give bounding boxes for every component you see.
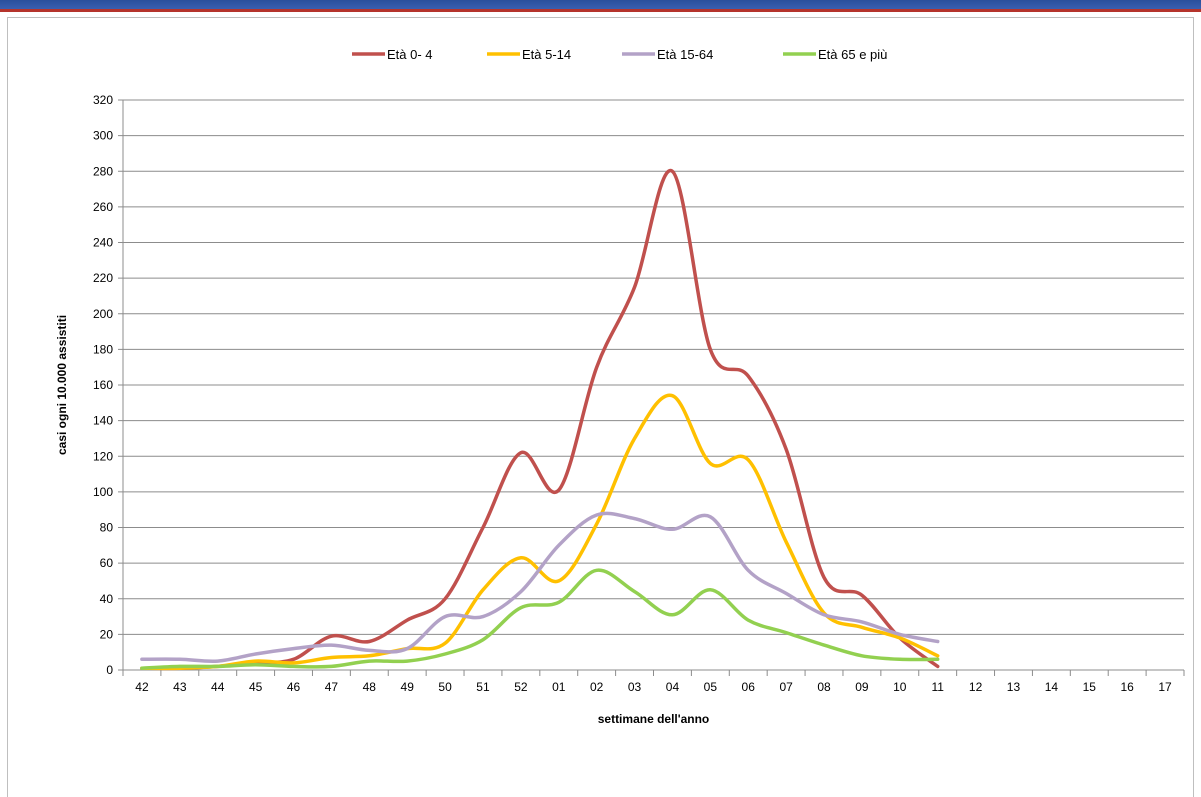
x-tick-label: 43 xyxy=(173,680,187,694)
series-lines xyxy=(140,168,940,671)
x-tick-label: 52 xyxy=(514,680,528,694)
x-tick-label: 12 xyxy=(969,680,983,694)
x-tick-label: 06 xyxy=(742,680,756,694)
x-tick-label: 01 xyxy=(552,680,566,694)
x-tick-label: 09 xyxy=(855,680,869,694)
x-tick-label: 07 xyxy=(779,680,793,694)
header-band xyxy=(0,0,1201,9)
y-tick-label: 0 xyxy=(106,663,113,677)
y-tick-label: 60 xyxy=(100,556,114,570)
x-tick-label: 46 xyxy=(287,680,301,694)
y-tick-label: 300 xyxy=(93,129,113,143)
legend-label: Età 65 e più xyxy=(818,47,887,62)
x-tick-label: 04 xyxy=(666,680,680,694)
x-tick-label: 47 xyxy=(325,680,339,694)
x-tick-label: 11 xyxy=(931,680,944,694)
x-tick-label: 50 xyxy=(438,680,452,694)
y-tick-label: 20 xyxy=(100,627,114,641)
x-tick-label: 44 xyxy=(211,680,225,694)
legend-label: Età 0- 4 xyxy=(387,47,433,62)
y-tick-label: 120 xyxy=(93,449,113,463)
series-line-4 xyxy=(140,568,940,670)
y-tick-label: 160 xyxy=(93,378,113,392)
y-tick-label: 180 xyxy=(93,342,113,356)
legend-label: Età 5-14 xyxy=(522,47,571,62)
header-accent-line xyxy=(0,9,1201,12)
x-tick-label: 05 xyxy=(704,680,718,694)
y-tick-label: 40 xyxy=(100,592,114,606)
x-tick-label: 49 xyxy=(401,680,415,694)
x-tick-label: 48 xyxy=(363,680,377,694)
y-tick-label: 80 xyxy=(100,521,114,535)
x-tick-label: 03 xyxy=(628,680,642,694)
y-tick-label: 200 xyxy=(93,307,113,321)
x-tick-label: 02 xyxy=(590,680,604,694)
x-tick-label: 45 xyxy=(249,680,263,694)
x-tick-label: 16 xyxy=(1120,680,1134,694)
x-tick-label: 08 xyxy=(817,680,831,694)
x-tick-label: 13 xyxy=(1007,680,1021,694)
x-axis-title: settimane dell'anno xyxy=(598,712,710,726)
x-tick-label: 15 xyxy=(1083,680,1097,694)
y-tick-label: 280 xyxy=(93,164,113,178)
x-tick-label: 42 xyxy=(135,680,149,694)
y-tick-label: 260 xyxy=(93,200,113,214)
series-line-3 xyxy=(140,511,940,664)
y-tick-label: 100 xyxy=(93,485,113,499)
series-line-1 xyxy=(140,168,940,671)
gridlines xyxy=(123,99,1184,635)
y-tick-label: 140 xyxy=(93,414,113,428)
x-tick-label: 14 xyxy=(1045,680,1059,694)
y-axis-ticks: 0 20 40 60 80 100 120 140 160 180 200 220 240 260 280 3… xyxy=(93,93,123,677)
legend: Età 0- 4 Età 5-14 Età 15-64 Età 65 e più xyxy=(352,47,887,62)
chart-frame xyxy=(7,17,1194,797)
y-tick-label: 240 xyxy=(93,236,113,250)
series-line-2 xyxy=(140,393,940,671)
y-tick-label: 320 xyxy=(93,93,113,107)
x-axis-ticks: 42 43 44 45 46 47 48 49 50 51 52 01 02 03 04 05 06 07 08 09… xyxy=(122,670,1185,694)
x-tick-label: 51 xyxy=(476,680,490,694)
x-tick-label: 17 xyxy=(1158,680,1172,694)
y-tick-label: 220 xyxy=(93,271,113,285)
y-axis-title: casi ogni 10.000 assistiti xyxy=(55,315,69,455)
legend-label: Età 15-64 xyxy=(657,47,713,62)
x-tick-label: 10 xyxy=(893,680,907,694)
